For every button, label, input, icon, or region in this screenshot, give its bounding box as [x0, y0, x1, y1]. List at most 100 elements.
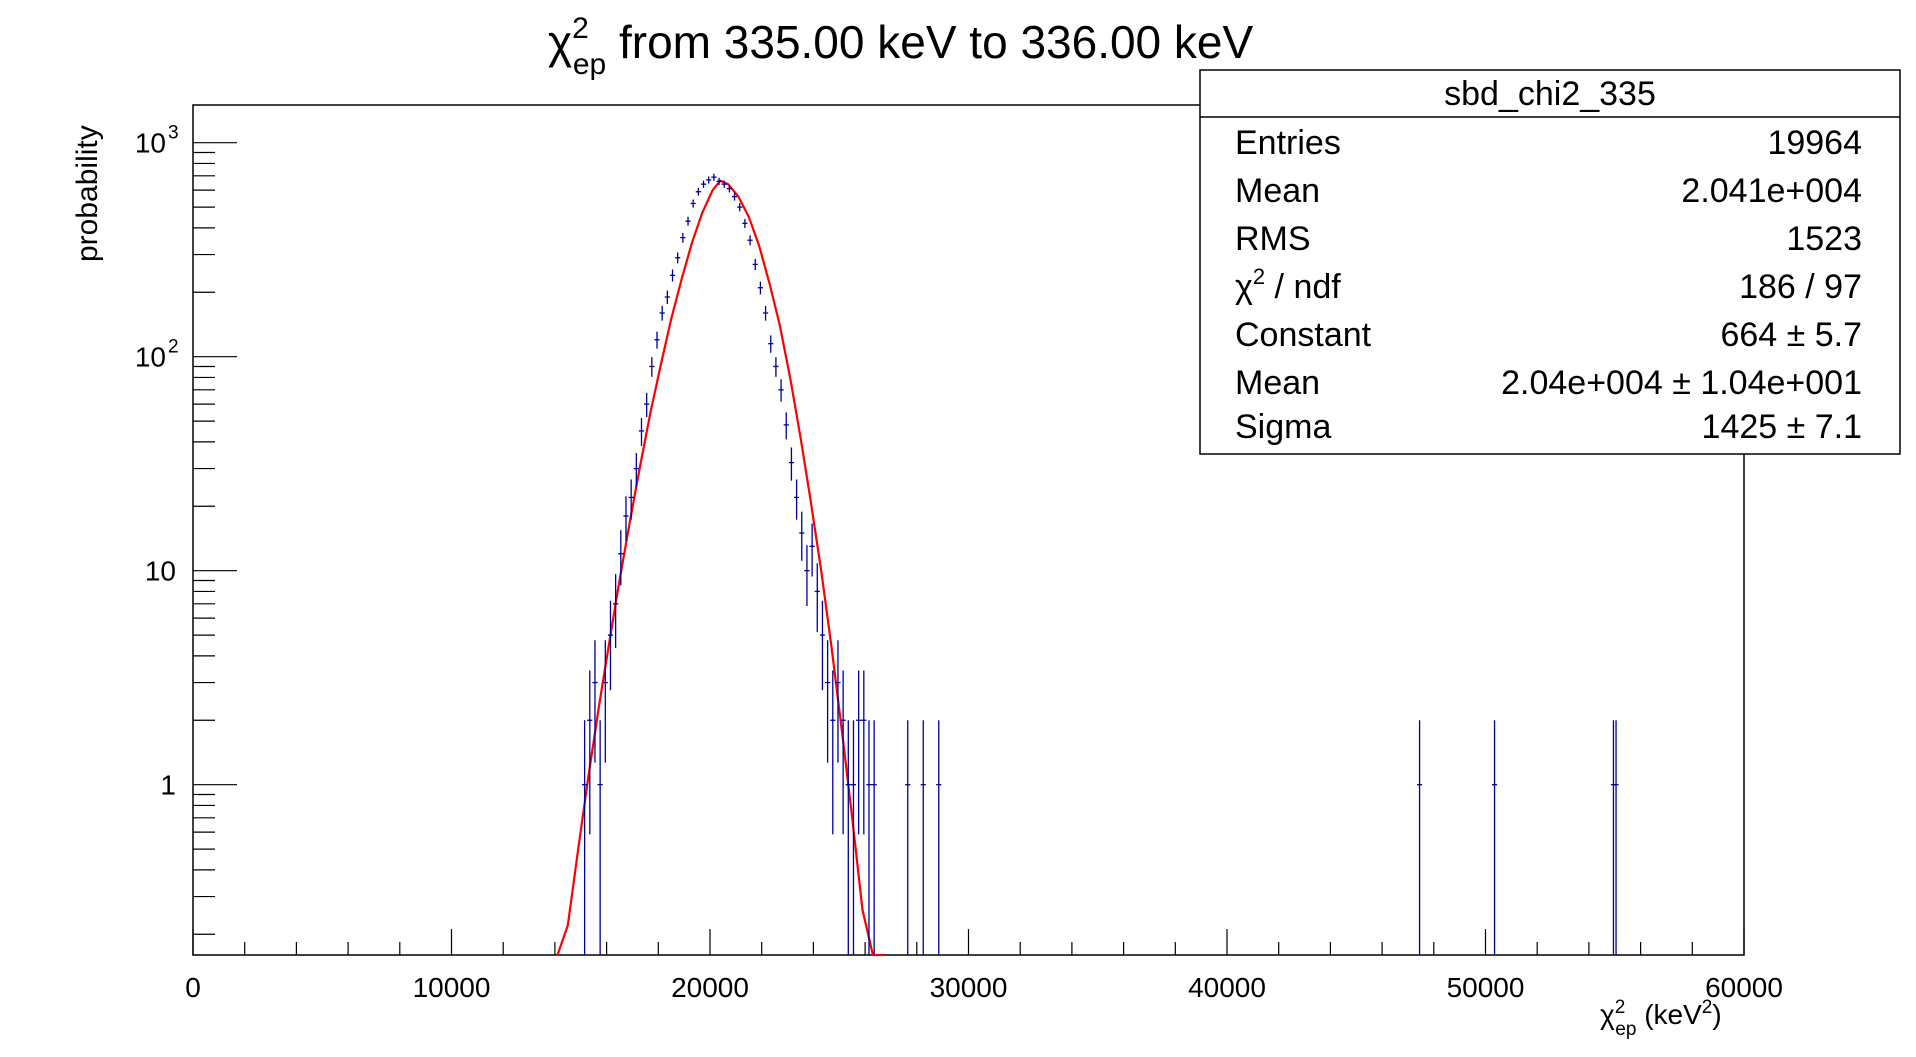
histogram-point	[1610, 720, 1617, 955]
histogram-group	[582, 173, 1619, 955]
histogram-point	[731, 192, 738, 201]
histogram-point	[659, 305, 665, 321]
histogram-point	[685, 216, 691, 226]
xlabel-subscript: ep	[1615, 1019, 1636, 1040]
histogram-point	[773, 357, 779, 377]
histogram-point	[618, 530, 624, 586]
xlabel-superscript: 2	[1615, 997, 1626, 1018]
title-superscript: 2	[572, 12, 589, 45]
histogram-point	[706, 176, 712, 184]
histogram-point	[850, 720, 857, 955]
fit-curve-group	[556, 179, 884, 957]
histogram-point	[809, 523, 815, 577]
stats-row-value: 2.041e+004	[1681, 172, 1862, 210]
histogram-point	[695, 187, 701, 196]
histogram-point	[592, 640, 598, 763]
histogram-point	[587, 670, 593, 835]
stats-row-label: Mean	[1235, 172, 1320, 210]
title-symbol: χ	[548, 16, 572, 68]
stats-row-label: RMS	[1235, 220, 1311, 258]
y-tick-label: 10	[135, 342, 166, 373]
y-tick-label-exponent: 3	[168, 123, 179, 144]
fit-curve	[556, 179, 884, 957]
stats-row-value: 186 / 97	[1739, 268, 1862, 306]
histogram-point	[768, 335, 774, 353]
histogram-point	[737, 203, 743, 212]
x-axis-label: χ2 ep (keV2)	[1600, 997, 1722, 1040]
histogram-point	[920, 720, 926, 955]
y-tick-label: 10	[145, 556, 176, 587]
histogram-point	[654, 331, 660, 349]
histogram-point	[794, 479, 800, 520]
histogram-point	[1416, 720, 1423, 955]
stats-row-value: 1523	[1786, 220, 1862, 258]
histogram-point	[783, 412, 789, 440]
histogram-point	[752, 258, 758, 271]
histogram-point	[757, 281, 763, 295]
histogram-point	[633, 452, 639, 488]
x-tick-label: 60000	[1705, 972, 1783, 1003]
histogram-point	[835, 640, 841, 763]
stats-row-label: Sigma	[1235, 408, 1331, 446]
histogram-point	[799, 511, 805, 561]
stats-box: sbd_chi2_335 Entries 19964 Mean 2.041e+004 R…	[1199, 69, 1901, 455]
stats-row-label: Mean	[1235, 364, 1320, 402]
histogram-point	[644, 392, 650, 418]
stats-row-value: 1425 ± 7.1	[1702, 408, 1862, 446]
histogram-point	[607, 600, 614, 691]
histogram-point	[716, 177, 722, 185]
histogram-point	[582, 720, 588, 955]
histogram-point	[1613, 720, 1619, 955]
histogram-point	[804, 545, 810, 607]
histogram-point	[721, 180, 727, 188]
stats-box-title: sbd_chi2_335	[1444, 75, 1656, 113]
y-tick-label: 10	[135, 128, 166, 159]
title-text: from 335.00 keV to 336.00 keV	[606, 16, 1253, 68]
histogram-point	[1491, 720, 1498, 955]
histogram-point	[830, 670, 836, 835]
histogram-point	[747, 235, 753, 246]
stats-box-frame	[1199, 69, 1901, 455]
histogram-point	[856, 670, 862, 835]
histogram-point	[871, 720, 877, 955]
xlabel-text-end: )	[1712, 999, 1721, 1030]
y-tick-label-exponent: 2	[168, 337, 179, 358]
histogram-point	[819, 600, 826, 691]
x-tick-label: 50000	[1447, 972, 1525, 1003]
histogram-point	[905, 720, 911, 955]
stats-row-label: χ2 / ndf	[1235, 264, 1341, 306]
histogram-point	[788, 447, 795, 481]
stats-row-label: Constant	[1235, 316, 1372, 354]
y-tick-label: 1	[160, 770, 176, 801]
histogram-point	[762, 305, 769, 321]
histogram-point	[840, 670, 846, 835]
histogram-point	[680, 232, 686, 243]
xlabel-text: (keV	[1636, 999, 1702, 1030]
stats-row-value: 2.04e+004 ± 1.04e+001	[1501, 364, 1862, 402]
x-axis: 0 10000 20000 30000 40000 50000 60000	[185, 929, 1783, 1003]
histogram-point	[649, 357, 655, 377]
stats-row-value: 19964	[1767, 124, 1862, 162]
stats-row-value: 664 ± 5.7	[1720, 316, 1862, 354]
xlabel-unit-superscript: 2	[1702, 997, 1713, 1018]
x-tick-label: 20000	[671, 972, 749, 1003]
x-tick-label: 0	[185, 972, 201, 1003]
histogram-point	[742, 218, 748, 228]
histogram-point	[597, 720, 603, 955]
stats-row-label: Entries	[1235, 124, 1341, 162]
histogram-point	[628, 479, 634, 520]
chart-title: χ2 ep from 335.00 keV to 336.00 keV	[548, 12, 1254, 81]
histogram-point	[814, 563, 820, 632]
histogram-point	[664, 290, 670, 305]
histogram-point	[936, 720, 942, 955]
x-tick-label: 10000	[413, 972, 491, 1003]
histogram-point	[866, 720, 872, 955]
histogram-point	[845, 720, 851, 955]
histogram-point	[602, 640, 608, 763]
histogram-point	[690, 199, 696, 208]
histogram-point	[861, 670, 867, 835]
histogram-point	[675, 252, 681, 264]
histogram-point	[711, 173, 717, 181]
